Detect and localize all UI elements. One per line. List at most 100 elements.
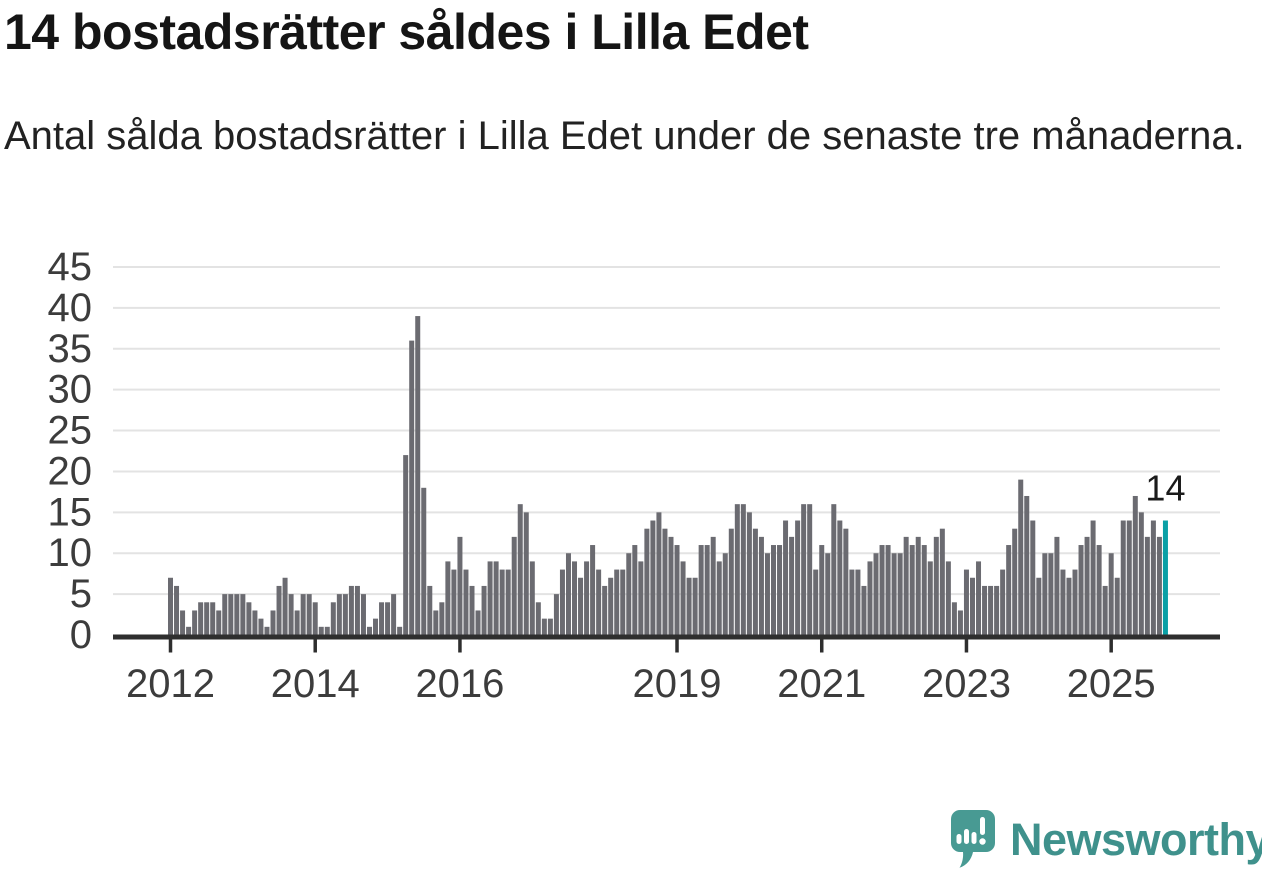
bar <box>493 561 499 635</box>
bar <box>843 528 849 635</box>
bar <box>174 585 180 635</box>
logo-exclamation-stem <box>980 817 985 835</box>
bar <box>354 585 360 635</box>
bar <box>626 553 632 635</box>
bar <box>535 602 541 635</box>
bar <box>192 610 198 635</box>
bar <box>710 536 716 635</box>
bar <box>572 561 578 635</box>
bar <box>976 561 982 635</box>
bar <box>614 569 620 635</box>
y-tick-label: 45 <box>48 245 93 289</box>
bar <box>620 569 626 635</box>
bar <box>752 528 758 635</box>
bar <box>523 512 529 635</box>
bar <box>692 577 698 635</box>
bar <box>457 536 463 635</box>
bar <box>348 585 354 635</box>
bar <box>306 594 312 635</box>
bar <box>746 512 752 635</box>
bar-value-annotation: 14 <box>1145 468 1185 509</box>
bar <box>740 504 746 635</box>
bar <box>873 553 879 635</box>
bar <box>897 553 903 635</box>
bar <box>578 577 584 635</box>
y-tick-label: 15 <box>48 490 93 534</box>
bar <box>1138 512 1144 635</box>
bar <box>795 520 801 635</box>
bar <box>650 520 656 635</box>
x-tick-mark <box>168 639 173 653</box>
logo-bar-medium <box>971 832 977 844</box>
bar <box>1090 520 1096 635</box>
bar <box>403 455 409 635</box>
bar <box>463 569 469 635</box>
x-tick-label: 2012 <box>126 662 215 706</box>
bar <box>777 545 783 635</box>
logo-exclamation-dot <box>979 838 986 845</box>
bar <box>565 553 571 635</box>
bar <box>541 618 547 635</box>
bar <box>988 585 994 635</box>
bar <box>427 585 433 635</box>
bar <box>1156 536 1162 635</box>
x-axis-line <box>113 634 1220 640</box>
bar <box>632 545 638 635</box>
bar <box>451 569 457 635</box>
bar <box>342 594 348 635</box>
bar <box>246 602 252 635</box>
x-tick-label: 2019 <box>633 662 722 706</box>
bar <box>234 594 240 635</box>
bar <box>734 504 740 635</box>
bar <box>330 602 336 635</box>
bar <box>360 594 366 635</box>
bar <box>662 528 668 635</box>
bar <box>168 577 173 635</box>
bar <box>927 561 933 635</box>
bar <box>1024 495 1030 635</box>
bar <box>722 553 728 635</box>
bar <box>819 545 825 635</box>
bar <box>1060 569 1066 635</box>
bar <box>282 577 288 635</box>
y-tick-label: 0 <box>70 613 92 657</box>
bar <box>288 594 294 635</box>
bar <box>1036 577 1042 635</box>
bar <box>758 536 764 635</box>
bar <box>415 316 421 635</box>
bar <box>481 585 487 635</box>
bar <box>1012 528 1018 635</box>
bar <box>487 561 493 635</box>
bar <box>801 504 807 635</box>
bar <box>258 618 264 635</box>
bar <box>728 528 734 635</box>
highlight-bar <box>1162 520 1168 635</box>
bar <box>674 545 680 635</box>
bar <box>686 577 692 635</box>
bar <box>891 553 897 635</box>
bar <box>1096 545 1102 635</box>
x-tick-mark <box>675 639 679 653</box>
bar <box>668 536 674 635</box>
bar <box>318 626 324 635</box>
bar <box>1114 577 1120 635</box>
bar <box>933 536 939 635</box>
bar <box>553 594 559 635</box>
bar <box>963 569 969 635</box>
newsworthy-logo: Newsworthy <box>946 808 1262 872</box>
bar <box>511 536 517 635</box>
bar <box>596 569 602 635</box>
bar <box>1078 545 1084 635</box>
bar <box>994 585 1000 635</box>
bar <box>379 602 385 635</box>
bar <box>584 561 590 635</box>
bar <box>945 561 951 635</box>
bar <box>439 602 445 635</box>
bar <box>1120 520 1126 635</box>
bar <box>1042 553 1048 635</box>
x-tick-label: 2014 <box>271 662 360 706</box>
y-tick-label: 5 <box>70 572 92 616</box>
x-tick-mark <box>819 639 824 653</box>
bar <box>1006 545 1012 635</box>
